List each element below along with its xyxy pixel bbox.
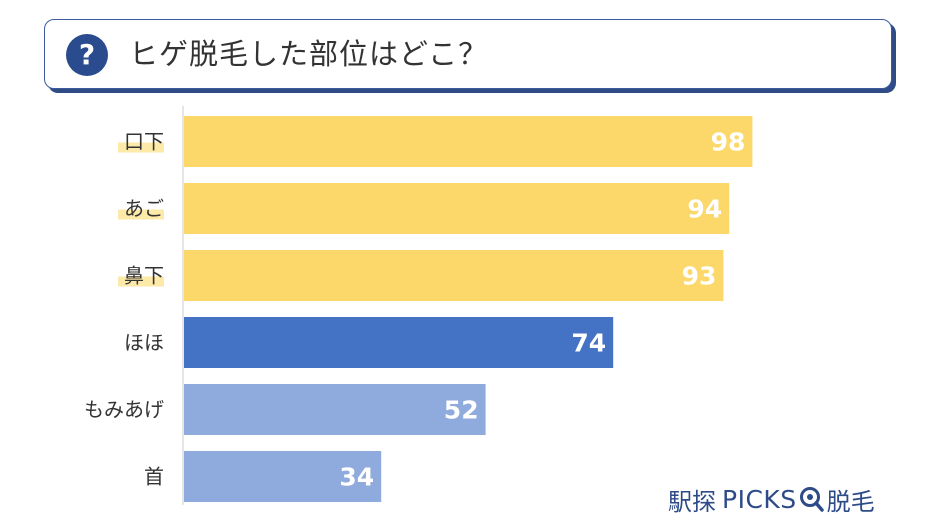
- bar-2: [184, 250, 724, 301]
- data-label-5: 34: [339, 463, 374, 492]
- label-highlight-2: [118, 276, 164, 287]
- bar-0: [184, 116, 753, 167]
- question-mark-icon: ?: [66, 34, 108, 76]
- category-label-1: あご: [124, 197, 164, 221]
- bar-1: [184, 183, 730, 234]
- data-label-3: 74: [571, 329, 606, 358]
- category-label-3: ほほ: [124, 331, 164, 355]
- data-label-1: 94: [687, 195, 722, 224]
- magnifier-icon: [799, 487, 824, 512]
- bar-3: [184, 317, 614, 368]
- label-highlight-1: [118, 209, 164, 220]
- category-label-4: もみあげ: [84, 398, 164, 422]
- category-label-2: 鼻下: [124, 264, 164, 288]
- data-label-4: 52: [444, 396, 479, 425]
- chart-title: ヒゲ脱毛した部位はどこ？: [129, 37, 489, 71]
- data-label-0: 98: [711, 128, 746, 157]
- bar-5: [184, 451, 382, 502]
- category-label-0: 口下: [124, 130, 164, 154]
- category-label-5: 首: [144, 465, 164, 489]
- brand-kanji: 駅探: [668, 487, 716, 516]
- title-banner: ? ヒゲ脱毛した部位はどこ？: [44, 19, 892, 89]
- brand-suffix: 脱毛: [826, 487, 875, 516]
- data-label-2: 93: [682, 262, 717, 291]
- brand-logo: 駅探 PICKS 脱毛: [668, 481, 875, 517]
- bar-4: [184, 384, 486, 435]
- brand-latin: PICKS: [722, 484, 797, 514]
- label-highlight-0: [118, 142, 164, 153]
